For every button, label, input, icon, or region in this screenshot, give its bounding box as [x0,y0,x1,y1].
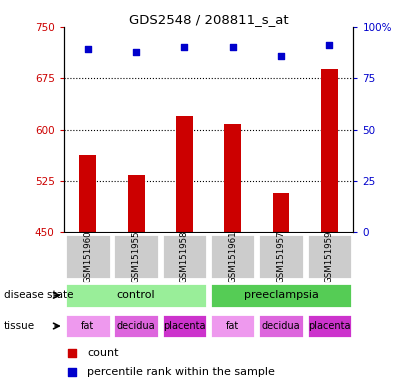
Text: placenta: placenta [163,321,206,331]
Text: decidua: decidua [262,321,300,331]
Text: GSM151961: GSM151961 [228,230,237,283]
Text: GSM151957: GSM151957 [277,230,286,283]
Text: fat: fat [81,321,95,331]
Bar [162,234,207,279]
Text: GSM151959: GSM151959 [325,230,334,283]
Point [69,349,76,356]
Bar [113,234,159,279]
Text: count: count [87,348,118,358]
Bar [210,314,255,338]
Point [69,369,76,375]
Bar [128,175,145,232]
Bar [65,234,111,279]
Point [85,46,91,53]
Point [229,44,236,50]
Text: GSM151960: GSM151960 [83,230,92,283]
Text: preeclampsia: preeclampsia [244,290,319,300]
Bar [210,234,255,279]
Bar [259,234,304,279]
Bar [307,314,352,338]
Bar [224,124,241,232]
Bar [321,70,338,232]
Bar [307,234,352,279]
Text: GSM151958: GSM151958 [180,230,189,283]
Text: decidua: decidua [117,321,155,331]
Point [181,44,188,50]
Point [326,42,332,48]
Bar [176,116,193,232]
Text: placenta: placenta [308,321,351,331]
Bar [272,193,289,232]
Bar [65,283,207,308]
Text: percentile rank within the sample: percentile rank within the sample [87,367,275,377]
Point [133,48,139,55]
Bar [162,314,207,338]
Text: control: control [117,290,155,300]
Bar [113,314,159,338]
Text: fat: fat [226,321,239,331]
Text: GSM151955: GSM151955 [132,230,141,283]
Title: GDS2548 / 208811_s_at: GDS2548 / 208811_s_at [129,13,289,26]
Text: tissue: tissue [4,321,35,331]
Bar [210,283,352,308]
Text: disease state: disease state [4,290,74,300]
Bar [65,314,111,338]
Bar [79,155,96,232]
Bar [259,314,304,338]
Point [278,53,284,59]
